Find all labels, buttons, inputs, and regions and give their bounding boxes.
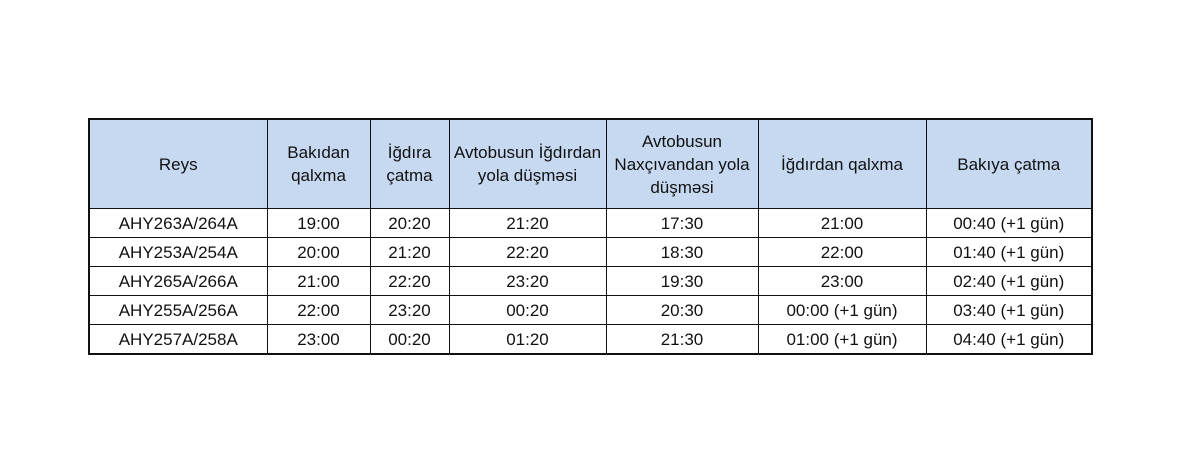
table-cell: 22:00: [757, 237, 927, 267]
table-cell: 21:20: [448, 208, 607, 238]
header-igdir-arrival: İğdıra çatma: [369, 118, 450, 209]
header-bus-nakhchivan-departure: Avtobusun Naxçıvandan yola düşməsi: [605, 118, 759, 209]
table-cell: 20:20: [369, 208, 450, 238]
table-row: AHY265A/266A 21:00 22:20 23:20 19:30 23:00 02:…: [88, 266, 1093, 296]
header-igdir-departure: İğdırdan qalxma: [757, 118, 927, 209]
table-row: AHY255A/256A 22:00 23:20 00:20 20:30 00:00 (+…: [88, 295, 1093, 325]
table-cell: 00:40 (+1 gün): [925, 208, 1093, 238]
header-baku-departure: Bakıdan qalxma: [266, 118, 371, 209]
table-cell: 21:30: [605, 324, 759, 355]
table-row: AHY257A/258A 23:00 00:20 01:20 21:30 01:00 (+…: [88, 324, 1093, 355]
table-cell: 01:20: [448, 324, 607, 355]
table-cell: 19:00: [266, 208, 371, 238]
table-cell: 22:00: [266, 295, 371, 325]
table-cell: 04:40 (+1 gün): [925, 324, 1093, 355]
table-cell: 00:20: [448, 295, 607, 325]
table-cell: 22:20: [448, 237, 607, 267]
table-row: AHY263A/264A 19:00 20:20 21:20 17:30 21:00 00:…: [88, 208, 1093, 238]
table-cell: AHY253A/254A: [88, 237, 268, 267]
table-cell: 23:00: [757, 266, 927, 296]
flight-schedule-table: Reys Bakıdan qalxma İğdıra çatma Avtobus…: [88, 118, 1093, 355]
header-reys: Reys: [88, 118, 268, 209]
header-baku-arrival: Bakıya çatma: [925, 118, 1093, 209]
table-cell: 20:30: [605, 295, 759, 325]
table-cell: 21:00: [266, 266, 371, 296]
table-cell: 23:20: [448, 266, 607, 296]
table-cell: 20:00: [266, 237, 371, 267]
table-cell: AHY263A/264A: [88, 208, 268, 238]
table-cell: 18:30: [605, 237, 759, 267]
table-cell: 23:20: [369, 295, 450, 325]
table-cell: 22:20: [369, 266, 450, 296]
table-cell: 00:00 (+1 gün): [757, 295, 927, 325]
table-cell: 21:20: [369, 237, 450, 267]
table-cell: 21:00: [757, 208, 927, 238]
table-cell: 00:20: [369, 324, 450, 355]
table-cell: 02:40 (+1 gün): [925, 266, 1093, 296]
table-cell: 03:40 (+1 gün): [925, 295, 1093, 325]
table-cell: AHY255A/256A: [88, 295, 268, 325]
table-cell: 23:00: [266, 324, 371, 355]
table-cell: 19:30: [605, 266, 759, 296]
table-cell: 17:30: [605, 208, 759, 238]
table-cell: 01:40 (+1 gün): [925, 237, 1093, 267]
table-cell: AHY257A/258A: [88, 324, 268, 355]
header-bus-igdir-departure: Avtobusun İğdırdan yola düşməsi: [448, 118, 607, 209]
table-row: AHY253A/254A 20:00 21:20 22:20 18:30 22:00 01:…: [88, 237, 1093, 267]
table-cell: 01:00 (+1 gün): [757, 324, 927, 355]
header-row: Reys Bakıdan qalxma İğdıra çatma Avtobus…: [88, 118, 1093, 209]
table-cell: AHY265A/266A: [88, 266, 268, 296]
